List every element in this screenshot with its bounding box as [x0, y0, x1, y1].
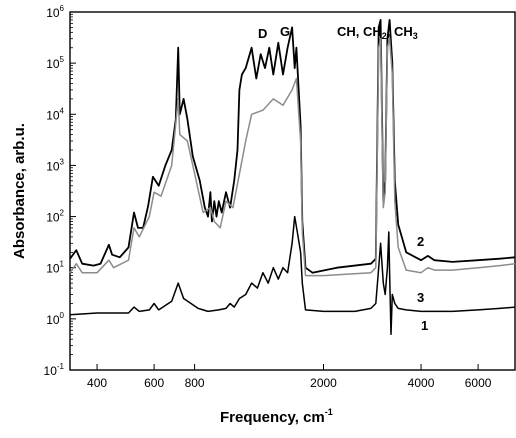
- curve-label-3: 3: [417, 290, 424, 305]
- y-tick-label-5: 104: [46, 106, 64, 122]
- x-tick-label-3: 2000: [310, 376, 337, 390]
- plot-frame: [69, 11, 516, 371]
- curve-label-1: 1: [421, 318, 428, 333]
- y-tick-label-3: 102: [46, 209, 64, 225]
- series-line-3: [69, 37, 516, 277]
- x-tick-label-4: 4000: [408, 376, 435, 390]
- y-axis-title: Absorbance, arb.u.: [11, 123, 28, 259]
- y-tick-label-7: 106: [46, 4, 64, 20]
- annotation-ch: CH, CH2, CH3: [337, 24, 418, 41]
- annotation-g: G: [280, 24, 290, 39]
- x-tick-label-0: 400: [87, 376, 107, 390]
- x-tick-label-1: 600: [144, 376, 164, 390]
- axis-ticks: 400 600 800 2000 4000 6000 10-1 100 101 102 103 104…: [44, 4, 492, 390]
- series-group: [69, 18, 516, 336]
- x-axis-title-main: Frequency, cm: [220, 409, 325, 426]
- x-axis-title-superscript: -1: [325, 407, 333, 417]
- y-tick-label-2: 101: [46, 260, 64, 276]
- x-tick-label-2: 800: [185, 376, 205, 390]
- y-tick-label-0: 10-1: [44, 362, 65, 378]
- series-line-1: [69, 215, 516, 336]
- y-tick-label-6: 105: [46, 55, 64, 71]
- y-tick-label-4: 103: [46, 157, 64, 173]
- curve-label-2: 2: [417, 234, 424, 249]
- annotation-d: D: [258, 26, 267, 41]
- x-axis-title: Frequency, cm-1: [220, 407, 333, 426]
- y-tick-label-1: 100: [46, 311, 64, 327]
- x-tick-label-5: 6000: [465, 376, 492, 390]
